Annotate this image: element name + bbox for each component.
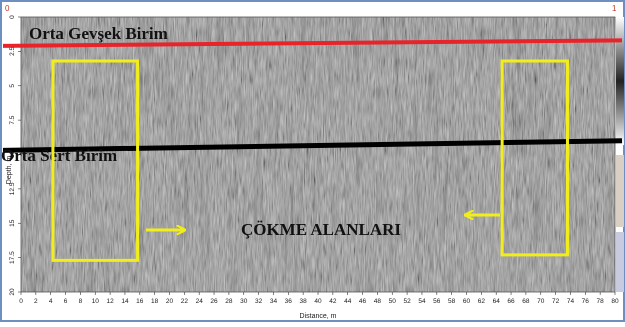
colorbar [616, 17, 624, 145]
x-tick-label: 80 [611, 298, 619, 305]
x-tick-label: 16 [136, 298, 144, 305]
x-tick-label: 50 [389, 298, 397, 305]
x-tick-label: 72 [552, 298, 560, 305]
x-tick-label: 26 [210, 298, 218, 305]
y-tick-label: 7.5 [9, 115, 16, 124]
x-tick-label: 24 [196, 298, 204, 305]
x-tick-label: 70 [537, 298, 545, 305]
x-tick-label: 20 [166, 298, 174, 305]
loose-unit-boundary-line [2, 38, 623, 48]
x-tick-label: 40 [314, 298, 322, 305]
x-tick-label: 74 [567, 298, 575, 305]
x-tick-label: 46 [359, 298, 367, 305]
y-tick-label: 12.5 [9, 182, 16, 195]
corner-label-right: 1 [612, 4, 617, 13]
x-tick-label: 30 [240, 298, 248, 305]
y-axis: 0 2.5 5 7.5 10 12.5 15 17.5 20 [9, 15, 21, 296]
x-tick-label: 54 [418, 298, 426, 305]
x-tick-label: 14 [121, 298, 129, 305]
x-tick-label: 36 [285, 298, 293, 305]
y-tick-label: 15 [9, 219, 16, 227]
x-tick-label: 68 [522, 298, 530, 305]
collapse-zone-box-right [500, 59, 569, 257]
x-tick-label: 44 [344, 298, 352, 305]
corner-label-left: 0 [5, 4, 10, 13]
x-tick-label: 22 [181, 298, 189, 305]
y-tick-label: 20 [9, 288, 16, 296]
colorbar-strip [616, 17, 624, 292]
collapse-zones-label: ÇÖKME ALANLARI [241, 220, 401, 239]
hard-unit-boundary-line [2, 138, 623, 153]
x-tick-label: 48 [374, 298, 382, 305]
y-tick-label: 2.5 [9, 46, 16, 55]
x-tick-label: 2 [34, 298, 38, 305]
x-axis: 0 2 4 6 8 10 12 14 16 18 20 22 24 26 28 30 32 34 36 38 40 42 4… [19, 292, 619, 305]
x-tick-label: 10 [92, 298, 100, 305]
x-tick-label: 6 [64, 298, 68, 305]
x-tick-label: 28 [225, 298, 233, 305]
y-tick-label: 17.5 [9, 251, 16, 264]
x-tick-label: 58 [448, 298, 456, 305]
x-tick-label: 0 [19, 298, 23, 305]
colorbar-panel-3 [616, 232, 624, 292]
x-tick-label: 76 [582, 298, 590, 305]
x-tick-label: 60 [463, 298, 471, 305]
x-tick-label: 52 [403, 298, 411, 305]
x-tick-label: 42 [329, 298, 337, 305]
x-tick-label: 62 [478, 298, 486, 305]
radargram-reflections [21, 17, 615, 292]
collapse-zone-box-left [51, 59, 140, 262]
x-tick-label: 66 [507, 298, 515, 305]
x-tick-label: 18 [151, 298, 159, 305]
x-tick-label: 64 [493, 298, 501, 305]
y-tick-label: 5 [9, 84, 16, 88]
x-tick-label: 78 [597, 298, 605, 305]
y-tick-label: 10 [9, 151, 16, 159]
colorbar-panel-2 [616, 155, 624, 227]
y-axis-label: Depth, m [6, 156, 13, 185]
x-tick-label: 34 [270, 298, 278, 305]
x-axis-label: Distance, m [300, 313, 337, 320]
y-tick-label: 0 [9, 15, 16, 19]
x-tick-label: 38 [300, 298, 308, 305]
x-tick-label: 12 [106, 298, 114, 305]
x-tick-label: 8 [79, 298, 83, 305]
x-tick-label: 32 [255, 298, 263, 305]
hard-unit-label: Orta Sert Birim [1, 146, 117, 165]
loose-unit-label: Orta Gevşek Birim [29, 24, 168, 43]
x-tick-label: 56 [433, 298, 441, 305]
radargram [20, 16, 616, 293]
x-tick-label: 4 [49, 298, 53, 305]
